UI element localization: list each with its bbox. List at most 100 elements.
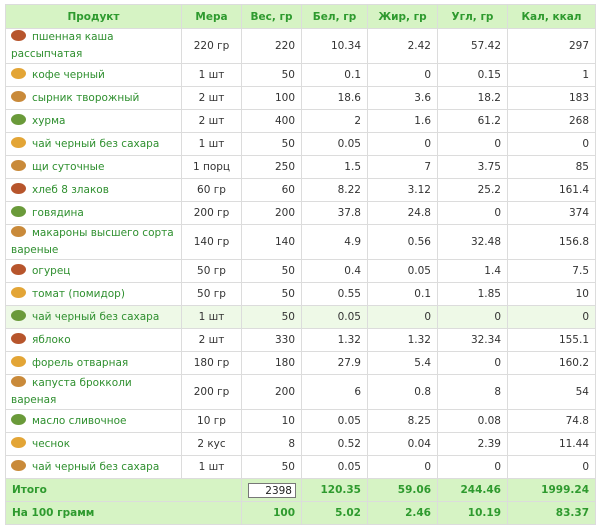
value-cell: 3.6	[367, 86, 438, 110]
value-cell: 11.44	[507, 432, 596, 456]
food-row: макароны высшего сорта вареные 140 гр 140 4…	[5, 224, 596, 260]
value-cell: 6	[301, 374, 368, 410]
product-name[interactable]: пшенная каша рассыпчатая	[11, 31, 114, 60]
food-row: форель отварная 180 гр 180 27.9 5.4 0 160.2	[5, 351, 596, 375]
value-cell: 220	[241, 28, 302, 64]
value-cell: 1.6	[367, 109, 438, 133]
value-cell: 37.8	[301, 201, 368, 225]
product-name[interactable]: кофе черный	[32, 68, 105, 81]
value-cell: 50	[241, 63, 302, 87]
product-name[interactable]: хлеб 8 злаков	[32, 183, 109, 196]
product-cell: говядина	[5, 201, 182, 225]
value-cell: 32.48	[437, 224, 508, 260]
product-name[interactable]: томат (помидор)	[32, 287, 125, 300]
value-cell: 161.4	[507, 178, 596, 202]
food-row: чай черный без сахара 1 шт 50 0.05 0 0 0	[5, 132, 596, 156]
product-cell: масло сливочное	[5, 409, 182, 433]
value-cell: 155.1	[507, 328, 596, 352]
value-cell: 0	[437, 132, 508, 156]
measure-cell: 60 гр	[181, 178, 242, 202]
header-row: Продукт Мера Вес, гр Бел, гр Жир, гр Угл, гр К…	[5, 4, 596, 29]
product-cell: щи суточные	[5, 155, 182, 179]
value-cell: 27.9	[301, 351, 368, 375]
food-row: сырник творожный 2 шт 100 18.6 3.6 18.2 183	[5, 86, 596, 110]
measure-cell: 2 кус	[181, 432, 242, 456]
product-name[interactable]: хурма	[32, 114, 66, 127]
food-row: кофе черный 1 шт 50 0.1 0 0.15 1	[5, 63, 596, 87]
total-value: 10.19	[437, 501, 508, 525]
value-cell: 8.22	[301, 178, 368, 202]
product-cell: чай черный без сахара	[5, 132, 182, 156]
product-cell: томат (помидор)	[5, 282, 182, 306]
food-icon	[11, 113, 26, 125]
food-row: чай черный без сахара 1 шт 50 0.05 0 0 0	[5, 455, 596, 479]
measure-cell: 220 гр	[181, 28, 242, 64]
value-cell: 8	[437, 374, 508, 410]
value-cell: 32.34	[437, 328, 508, 352]
product-name[interactable]: масло сливочное	[32, 414, 127, 427]
value-cell: 1.5	[301, 155, 368, 179]
product-name[interactable]: макароны высшего сорта вареные	[11, 227, 174, 256]
food-icon	[11, 355, 26, 367]
product-name[interactable]: говядина	[32, 206, 84, 219]
measure-cell: 1 шт	[181, 63, 242, 87]
weight-total-cell: 2398	[241, 478, 302, 502]
value-cell: 297	[507, 28, 596, 64]
value-cell: 2.42	[367, 28, 438, 64]
food-icon	[11, 332, 26, 344]
body: {"table": { "header": ["Продукт", "Мера"…	[5, 4, 596, 525]
value-cell: 0	[437, 201, 508, 225]
product-cell: капуста брокколи вареная	[5, 374, 182, 410]
value-cell: 0.4	[301, 259, 368, 283]
value-cell: 180	[241, 351, 302, 375]
total-value: 244.46	[437, 478, 508, 502]
product-cell: макароны высшего сорта вареные	[5, 224, 182, 260]
product-cell: чай черный без сахара	[5, 305, 182, 329]
value-cell: 0	[437, 305, 508, 329]
value-cell: 0	[507, 132, 596, 156]
value-cell: 200	[241, 374, 302, 410]
product-name[interactable]: капуста брокколи вареная	[11, 377, 132, 406]
value-cell: 0.05	[301, 305, 368, 329]
value-cell: 4.9	[301, 224, 368, 260]
value-cell: 1.32	[301, 328, 368, 352]
product-name[interactable]: сырник творожный	[32, 91, 140, 104]
product-name[interactable]: чай черный без сахара	[32, 460, 160, 473]
food-icon	[11, 263, 26, 275]
value-cell: 250	[241, 155, 302, 179]
measure-cell: 200 гр	[181, 374, 242, 410]
food-icon	[11, 413, 26, 425]
measure-cell: 1 шт	[181, 132, 242, 156]
value-cell: 3.12	[367, 178, 438, 202]
product-name[interactable]: чеснок	[32, 437, 71, 450]
product-name[interactable]: щи суточные	[32, 160, 105, 173]
food-row: яблоко 2 шт 330 1.32 1.32 32.34 155.1	[5, 328, 596, 352]
product-name[interactable]: яблоко	[32, 333, 71, 346]
food-icon	[11, 136, 26, 148]
food-icon	[11, 205, 26, 217]
value-cell: 8	[241, 432, 302, 456]
value-cell: 25.2	[437, 178, 508, 202]
measure-cell: 50 гр	[181, 259, 242, 283]
product-name[interactable]: чай черный без сахара	[32, 137, 160, 150]
value-cell: 50	[241, 455, 302, 479]
totals-label: На 100 грамм	[5, 501, 242, 525]
weight-input[interactable]: 2398	[248, 482, 296, 498]
value-cell: 50	[241, 282, 302, 306]
product-name[interactable]: чай черный без сахара	[32, 310, 160, 323]
food-row: томат (помидор) 50 гр 50 0.55 0.1 1.85 10	[5, 282, 596, 306]
product-name[interactable]: форель отварная	[32, 356, 129, 369]
value-cell: 0.15	[437, 63, 508, 87]
value-cell: 0.52	[301, 432, 368, 456]
product-name[interactable]: огурец	[32, 264, 71, 277]
value-cell: 0	[367, 455, 438, 479]
value-cell: 74.8	[507, 409, 596, 433]
column-header: Продукт	[5, 4, 182, 29]
table-totals: Итого 2398 120.35 59.06 244.46 1999.24 На 100 …	[5, 478, 596, 525]
product-cell: форель отварная	[5, 351, 182, 375]
food-row: чай черный без сахара 1 шт 50 0.05 0 0 0	[5, 305, 596, 329]
value-cell: 0.1	[301, 63, 368, 87]
column-header: Угл, гр	[437, 4, 508, 29]
column-header: Вес, гр	[241, 4, 302, 29]
value-cell: 18.6	[301, 86, 368, 110]
